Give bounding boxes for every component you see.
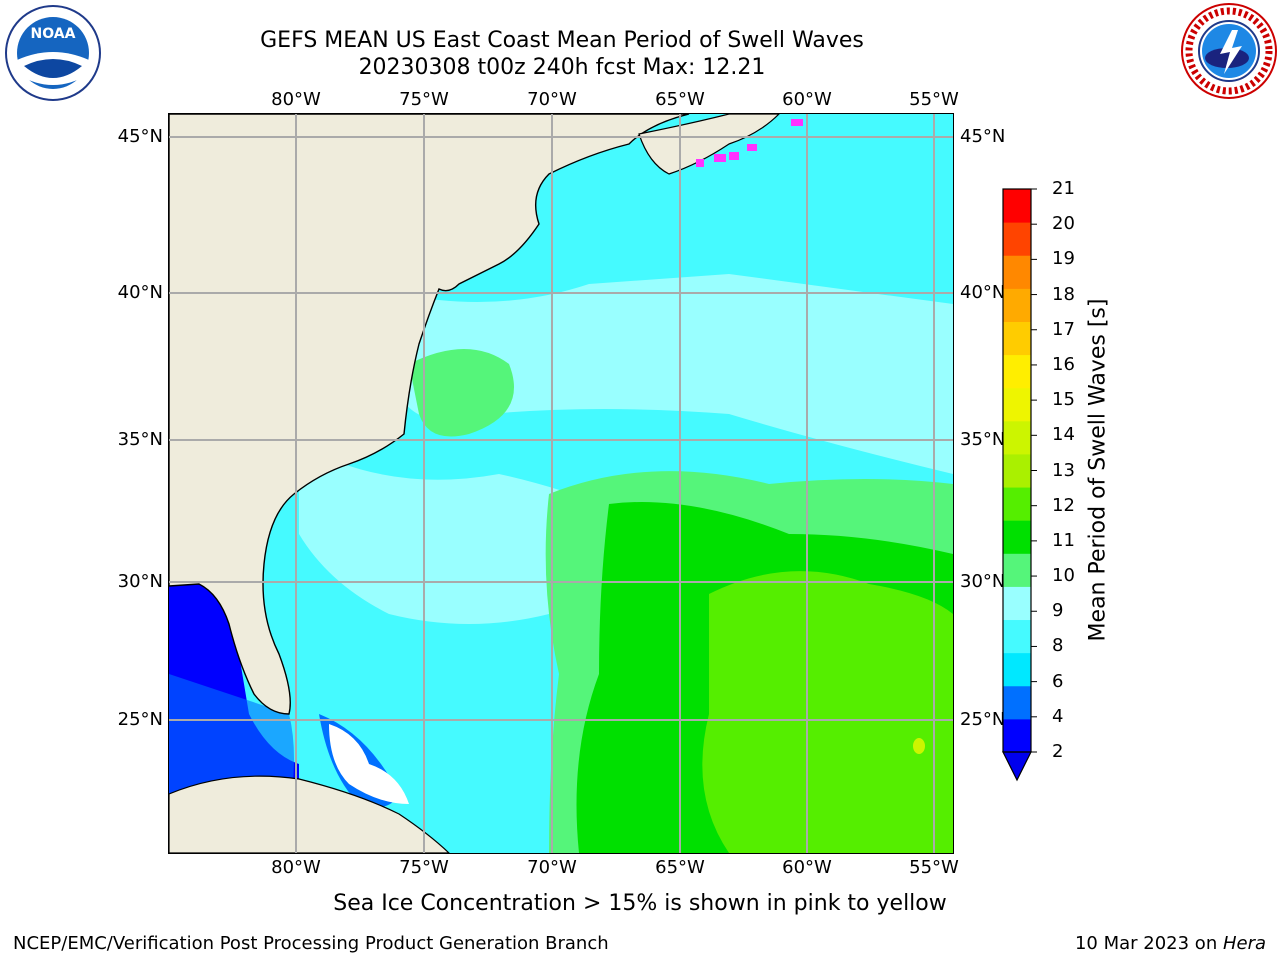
colorbar-band xyxy=(1003,685,1031,720)
colorbar-band xyxy=(1003,619,1031,654)
lon-label-top: 75°W xyxy=(399,89,449,110)
colorbar-tick-label: 6 xyxy=(1052,670,1064,692)
colorbar-title: Mean Period of Swell Waves [s] xyxy=(1085,298,1111,642)
colorbar-tick-label: 20 xyxy=(1052,213,1075,235)
chart-title-line1: GEFS MEAN US East Coast Mean Period of S… xyxy=(260,28,864,53)
sea-ice-cell xyxy=(747,144,757,151)
colorbar-band xyxy=(1003,487,1031,521)
colorbar-band xyxy=(1003,189,1031,223)
colorbar-band xyxy=(1003,553,1031,587)
lon-label-bottom: 65°W xyxy=(655,857,705,878)
lon-label-bottom: 75°W xyxy=(399,857,449,878)
lat-label-right: 25°N xyxy=(960,709,1006,730)
colorbar-band xyxy=(1003,387,1031,422)
footer-host: Hera xyxy=(1222,933,1266,954)
colorbar-band xyxy=(1003,652,1031,687)
colorbar-band xyxy=(1003,222,1031,256)
noaa-logo: NOAA xyxy=(4,4,102,102)
colorbar-band xyxy=(1003,420,1031,455)
lat-label-left: 35°N xyxy=(117,429,163,450)
sea-ice-cell xyxy=(714,154,726,162)
colorbar-tick-label: 4 xyxy=(1052,705,1064,727)
field-11-12 xyxy=(702,571,953,853)
lon-label-top: 60°W xyxy=(782,89,832,110)
lon-label-bottom: 70°W xyxy=(527,857,577,878)
colorbar-tick-label: 10 xyxy=(1052,565,1075,587)
colorbar-tick-label: 15 xyxy=(1052,389,1075,411)
lat-label-left: 45°N xyxy=(117,126,163,147)
lon-label-top: 80°W xyxy=(271,89,321,110)
colorbar-tick-label: 13 xyxy=(1052,459,1075,481)
lat-label-left: 30°N xyxy=(117,571,163,592)
colorbar-tick-label: 19 xyxy=(1052,248,1075,270)
swell-period-map xyxy=(169,114,953,853)
field-8-9-north xyxy=(399,274,953,474)
lon-label-bottom: 80°W xyxy=(271,857,321,878)
footer-date: 10 Mar 2023 on xyxy=(1074,933,1223,954)
land-cuba xyxy=(169,775,450,853)
sea-ice-cell xyxy=(696,159,704,167)
colorbar-tick-label: 8 xyxy=(1052,635,1064,657)
noaa-logo-text: NOAA xyxy=(31,26,76,42)
lat-label-right: 45°N xyxy=(960,126,1006,147)
lat-label-left: 40°N xyxy=(117,282,163,303)
colorbar-band xyxy=(1003,453,1031,488)
lat-label-left: 25°N xyxy=(117,709,163,730)
lat-label-right: 35°N xyxy=(960,429,1006,450)
sea-ice-cell xyxy=(729,152,739,160)
land-nova-scotia xyxy=(638,114,780,175)
colorbar-tick-label: 21 xyxy=(1052,178,1075,199)
colorbar-band xyxy=(1003,520,1031,554)
bahama-bank xyxy=(329,724,409,804)
colorbar-band xyxy=(1003,321,1031,356)
colorbar-extend-arrow xyxy=(1002,751,1032,782)
field-9-10-blob xyxy=(409,349,514,437)
colorbar-tick-label: 18 xyxy=(1052,283,1075,305)
colorbar-tick-label: 14 xyxy=(1052,424,1075,446)
graticule xyxy=(169,114,953,853)
chart-title-line2: 20230308 t00z 240h fcst Max: 12.21 xyxy=(358,55,766,80)
colorbar-band xyxy=(1003,718,1031,753)
colorbar-band xyxy=(1003,255,1031,289)
colorbar-band xyxy=(1003,586,1031,621)
lon-label-top: 70°W xyxy=(527,89,577,110)
sea-ice-cell xyxy=(791,119,803,126)
land-north-america xyxy=(169,114,690,715)
lon-label-top: 55°W xyxy=(909,89,959,110)
colorbar-tick-label: 12 xyxy=(1052,494,1075,516)
colorbar-tick-label: 2 xyxy=(1052,741,1064,762)
colorbar-band xyxy=(1003,354,1031,389)
colorbar-tick-label: 17 xyxy=(1052,318,1075,340)
lon-label-bottom: 55°W xyxy=(909,857,959,878)
nws-logo xyxy=(1180,2,1278,100)
lon-label-top: 65°W xyxy=(655,89,705,110)
colorbar xyxy=(1002,188,1037,782)
colorbar-band xyxy=(1003,288,1031,322)
lon-label-bottom: 60°W xyxy=(782,857,832,878)
sea-ice-note: Sea Ice Concentration > 15% is shown in … xyxy=(333,891,947,916)
footer-right: 10 Mar 2023 on Hera xyxy=(1075,933,1266,954)
colorbar-tick-label: 9 xyxy=(1052,600,1064,622)
lat-label-right: 30°N xyxy=(960,571,1006,592)
map-panel xyxy=(168,113,954,854)
colorbar-tick-label: 16 xyxy=(1052,353,1075,375)
colorbar-tick-label: 11 xyxy=(1052,529,1075,551)
field-max-spot xyxy=(913,738,925,754)
lat-label-right: 40°N xyxy=(960,282,1006,303)
footer-left: NCEP/EMC/Verification Post Processing Pr… xyxy=(13,933,609,954)
